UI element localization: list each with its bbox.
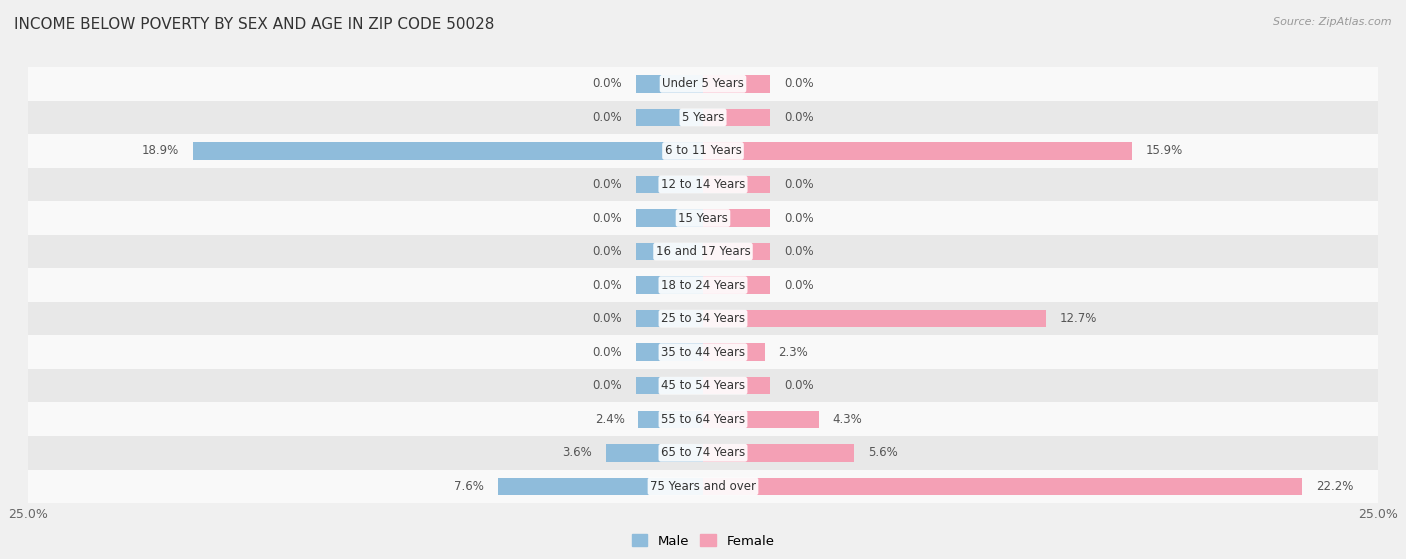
Text: 0.0%: 0.0% xyxy=(592,111,621,124)
Text: Source: ZipAtlas.com: Source: ZipAtlas.com xyxy=(1274,17,1392,27)
Bar xyxy=(636,108,703,126)
Bar xyxy=(703,176,770,193)
Text: 0.0%: 0.0% xyxy=(785,211,814,225)
Text: INCOME BELOW POVERTY BY SEX AND AGE IN ZIP CODE 50028: INCOME BELOW POVERTY BY SEX AND AGE IN Z… xyxy=(14,17,495,32)
Text: 75 Years and over: 75 Years and over xyxy=(650,480,756,493)
Text: 0.0%: 0.0% xyxy=(592,178,621,191)
Bar xyxy=(636,343,703,361)
Bar xyxy=(636,209,703,227)
Bar xyxy=(703,142,1132,160)
Bar xyxy=(636,276,703,294)
Text: 55 to 64 Years: 55 to 64 Years xyxy=(661,413,745,426)
Bar xyxy=(498,477,703,495)
Bar xyxy=(638,410,703,428)
Bar xyxy=(636,243,703,260)
Text: 45 to 54 Years: 45 to 54 Years xyxy=(661,379,745,392)
Legend: Male, Female: Male, Female xyxy=(626,529,780,553)
Text: 5.6%: 5.6% xyxy=(868,446,897,459)
Text: 0.0%: 0.0% xyxy=(592,77,621,91)
Bar xyxy=(703,310,1046,328)
Bar xyxy=(28,470,1378,503)
Text: 12.7%: 12.7% xyxy=(1059,312,1097,325)
Bar xyxy=(28,101,1378,134)
Bar xyxy=(28,402,1378,436)
Bar xyxy=(28,235,1378,268)
Text: 0.0%: 0.0% xyxy=(592,245,621,258)
Bar xyxy=(703,276,770,294)
Bar xyxy=(28,67,1378,101)
Bar xyxy=(28,302,1378,335)
Text: 65 to 74 Years: 65 to 74 Years xyxy=(661,446,745,459)
Bar xyxy=(28,268,1378,302)
Bar xyxy=(636,377,703,395)
Bar xyxy=(28,168,1378,201)
Text: 22.2%: 22.2% xyxy=(1316,480,1353,493)
Text: 6 to 11 Years: 6 to 11 Years xyxy=(665,144,741,158)
Bar xyxy=(703,377,770,395)
Bar xyxy=(703,410,820,428)
Bar xyxy=(28,201,1378,235)
Text: 0.0%: 0.0% xyxy=(785,178,814,191)
Bar xyxy=(193,142,703,160)
Text: 15 Years: 15 Years xyxy=(678,211,728,225)
Text: 18.9%: 18.9% xyxy=(142,144,180,158)
Text: 25 to 34 Years: 25 to 34 Years xyxy=(661,312,745,325)
Bar xyxy=(636,176,703,193)
Bar xyxy=(703,243,770,260)
Text: 0.0%: 0.0% xyxy=(785,245,814,258)
Text: 3.6%: 3.6% xyxy=(562,446,592,459)
Text: 5 Years: 5 Years xyxy=(682,111,724,124)
Text: 2.3%: 2.3% xyxy=(779,345,808,359)
Text: 0.0%: 0.0% xyxy=(592,312,621,325)
Text: 0.0%: 0.0% xyxy=(785,379,814,392)
Text: 0.0%: 0.0% xyxy=(592,278,621,292)
Text: Under 5 Years: Under 5 Years xyxy=(662,77,744,91)
Bar xyxy=(703,108,770,126)
Text: 2.4%: 2.4% xyxy=(595,413,624,426)
Bar xyxy=(703,209,770,227)
Text: 0.0%: 0.0% xyxy=(785,77,814,91)
Bar xyxy=(703,343,765,361)
Text: 16 and 17 Years: 16 and 17 Years xyxy=(655,245,751,258)
Bar xyxy=(703,444,855,462)
Text: 4.3%: 4.3% xyxy=(832,413,862,426)
Bar xyxy=(703,477,1302,495)
Bar xyxy=(28,134,1378,168)
Bar xyxy=(703,75,770,93)
Text: 0.0%: 0.0% xyxy=(785,111,814,124)
Bar xyxy=(636,310,703,328)
Text: 0.0%: 0.0% xyxy=(592,379,621,392)
Text: 0.0%: 0.0% xyxy=(592,345,621,359)
Bar xyxy=(28,335,1378,369)
Bar xyxy=(636,75,703,93)
Text: 7.6%: 7.6% xyxy=(454,480,484,493)
Bar xyxy=(606,444,703,462)
Text: 15.9%: 15.9% xyxy=(1146,144,1182,158)
Bar xyxy=(28,436,1378,470)
Text: 0.0%: 0.0% xyxy=(785,278,814,292)
Text: 12 to 14 Years: 12 to 14 Years xyxy=(661,178,745,191)
Text: 18 to 24 Years: 18 to 24 Years xyxy=(661,278,745,292)
Text: 35 to 44 Years: 35 to 44 Years xyxy=(661,345,745,359)
Bar xyxy=(28,369,1378,402)
Text: 0.0%: 0.0% xyxy=(592,211,621,225)
